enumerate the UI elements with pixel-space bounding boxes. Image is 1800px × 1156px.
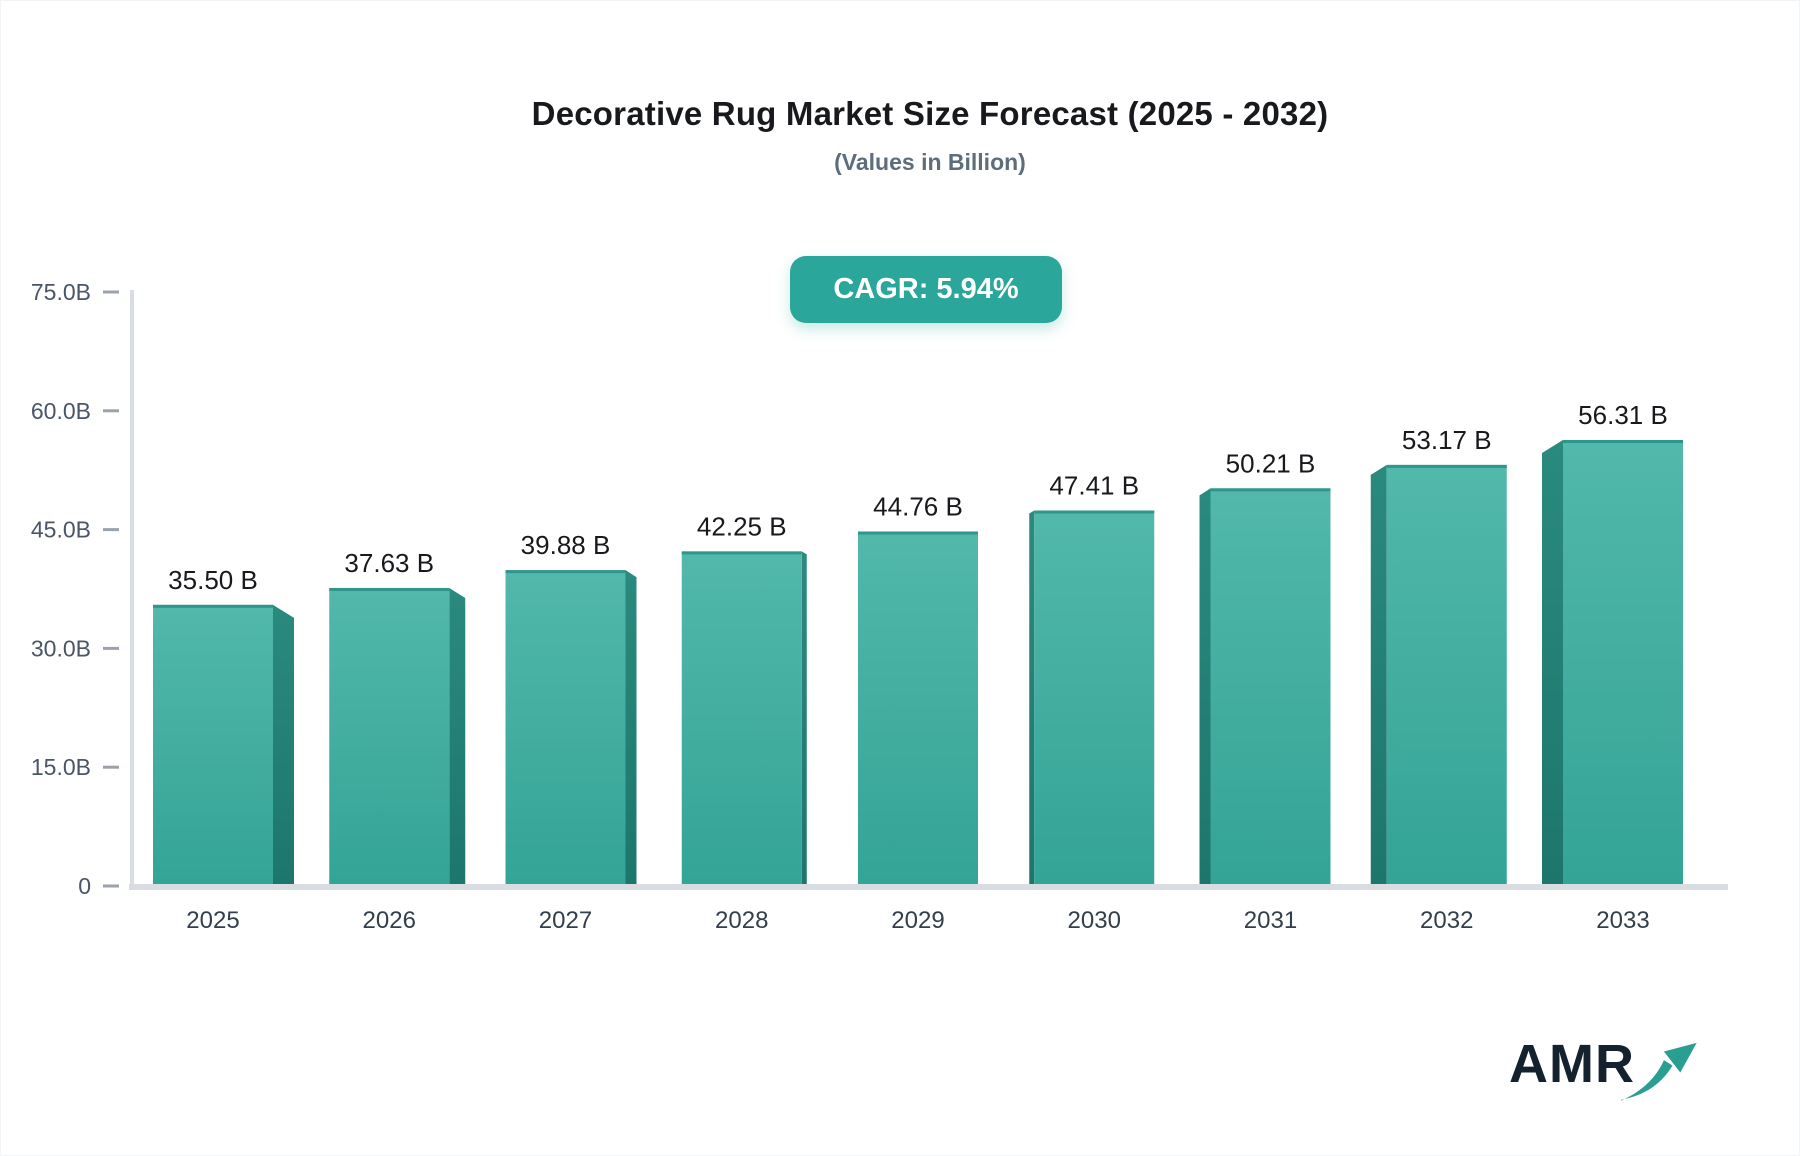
bar-top-edge [681,551,802,555]
bar-2028 [681,551,802,886]
x-axis-label: 2027 [539,907,592,934]
bar-side-face [1542,440,1563,886]
bar-value-label: 53.17 B [1402,425,1492,455]
y-tick-label: 60.0B [31,398,91,424]
bar-value-label: 50.21 B [1226,448,1316,478]
bar-value-label: 56.31 B [1578,400,1668,430]
bar-2033 [1563,440,1683,886]
bar-2031 [1210,488,1331,886]
bar-value-label: 39.88 B [521,530,611,560]
logo-text: AMR [1509,1034,1635,1094]
bar-top-edge [329,587,450,591]
x-axis-label: 2025 [186,907,239,934]
bar-side-face [625,570,637,886]
bar-top-edge [1034,510,1155,514]
bar-2026 [329,587,450,886]
y-tick-label: 75.0B [31,279,91,305]
bar-2027 [505,570,626,886]
bar-top-edge [1386,464,1507,468]
y-tick-label: 0 [78,873,91,899]
y-tick-label: 15.0B [31,754,91,780]
growth-arrow-icon [1621,1042,1697,1101]
x-axis-label: 2026 [363,907,416,934]
bar-top-edge [505,570,626,574]
bar-side-face [449,587,466,886]
bar-2025 [153,604,273,886]
cagr-badge: CAGR: 5.94% [790,256,1062,323]
bar-top-edge [1563,440,1683,444]
chart-header: Decorative Rug Market Size Forecast (202… [30,95,1799,176]
x-axis-label: 2031 [1244,907,1297,934]
bar-2029 [858,531,978,886]
bar-side-face [273,604,294,886]
bar-value-label: 47.41 B [1049,471,1139,501]
amr-logo: AMR [1509,1037,1699,1103]
page-title: Decorative Rug Market Size Forecast (202… [531,95,1329,132]
y-tick-label: 30.0B [31,635,91,661]
bar-value-label: 42.25 B [697,511,787,541]
chart-subtitle: (Values in Billion) [834,149,1026,175]
bar-side-face [801,551,807,886]
x-axis-label: 2030 [1068,907,1121,934]
bar-2030 [1034,510,1155,886]
bar-value-label: 37.63 B [344,548,434,578]
bar-top-edge [1210,488,1331,492]
x-axis-label: 2033 [1596,907,1649,934]
x-axis-label: 2029 [891,907,944,934]
bar-2032 [1386,464,1507,886]
bar-value-label: 44.76 B [873,492,963,522]
bar-top-edge [153,604,273,608]
x-axis-label: 2028 [715,907,768,934]
bar-top-edge [858,531,978,535]
x-axis-label: 2032 [1420,907,1473,934]
bar-value-label: 35.50 B [168,565,258,595]
bar-side-face [1370,464,1387,886]
y-tick-label: 45.0B [31,517,91,543]
bar-side-face [1199,488,1211,886]
bar-side-face [1029,510,1035,886]
